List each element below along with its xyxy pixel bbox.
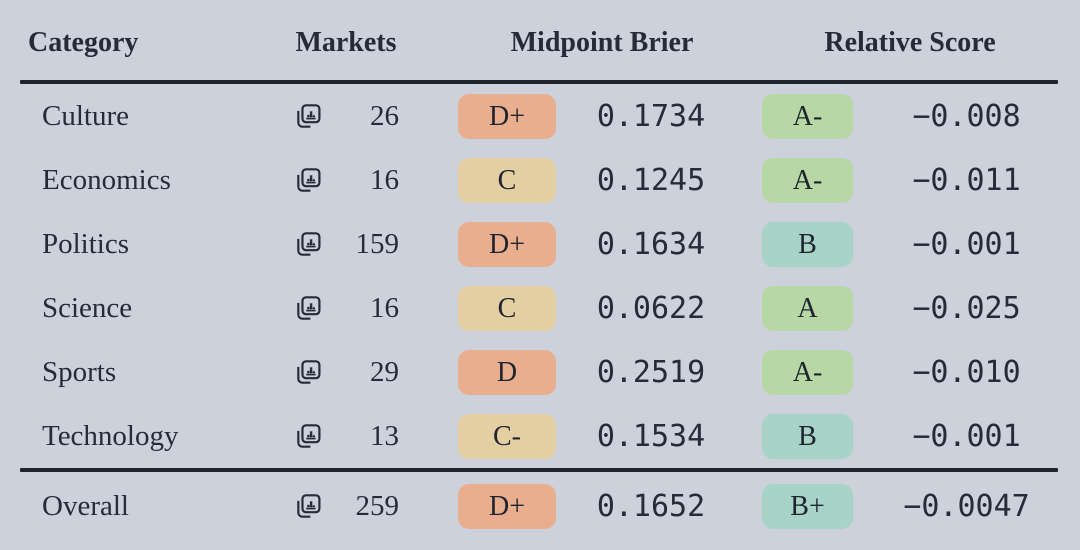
markets-cell: 29 xyxy=(290,356,402,389)
relative-grade-badge: A- xyxy=(762,349,853,395)
brier-grade-badge: C- xyxy=(458,413,556,459)
relative-grade-badge: A xyxy=(762,285,853,331)
category-label: Politics xyxy=(42,227,130,260)
brier-grade-badge: D+ xyxy=(458,483,556,529)
markets-cell: 16 xyxy=(290,164,402,197)
table-row-overall: Overall 259 D+ 0.1652 B+ −0.0047 xyxy=(20,472,1058,540)
category-label: Sports xyxy=(42,355,117,388)
table-row: Sports 29 D 0.2519 A- −0.010 xyxy=(20,340,1058,404)
markets-count: 16 xyxy=(370,163,399,196)
header-divider xyxy=(20,80,1058,84)
relative-score-value: −0.010 xyxy=(912,354,1021,390)
table-row: Culture 26 D+ 0.1734 A- −0.008 xyxy=(20,84,1058,148)
markets-cell: 259 xyxy=(290,490,402,523)
table-body: Culture 26 D+ 0.1734 A- −0.008 Economics xyxy=(20,84,1058,468)
brier-grade-badge: D+ xyxy=(458,93,556,139)
relative-grade-badge: B xyxy=(762,221,853,267)
relative-score-value: −0.008 xyxy=(912,98,1021,134)
category-label: Technology xyxy=(42,419,179,452)
category-label: Science xyxy=(42,291,133,324)
table-row: Technology 13 C- 0.1534 B −0.001 xyxy=(20,404,1058,468)
brier-grade-badge: C xyxy=(458,285,556,331)
markets-cell: 16 xyxy=(290,292,402,325)
markets-count: 29 xyxy=(370,355,399,388)
table-row: Economics 16 C 0.1245 A- −0.011 xyxy=(20,148,1058,212)
stacked-bar-chart-icon[interactable] xyxy=(295,231,322,258)
col-header-category: Category xyxy=(28,27,139,58)
brier-score-value: 0.1534 xyxy=(596,418,706,454)
brier-score-value: 0.2519 xyxy=(596,354,706,390)
stacked-bar-chart-icon[interactable] xyxy=(295,103,322,130)
col-header-relative-score: Relative Score xyxy=(824,27,996,58)
relative-grade-badge: A- xyxy=(762,93,853,139)
stacked-bar-chart-icon[interactable] xyxy=(295,423,322,450)
category-label: Economics xyxy=(42,163,171,196)
brier-grade-badge: C xyxy=(458,157,556,203)
category-label: Culture xyxy=(42,99,129,132)
markets-count: 159 xyxy=(355,227,400,260)
brier-score-value: 0.1634 xyxy=(596,226,706,262)
relative-score-value: −0.011 xyxy=(912,162,1021,198)
category-label: Overall xyxy=(42,489,129,522)
markets-count: 259 xyxy=(355,489,400,522)
overall-divider xyxy=(20,468,1058,472)
stacked-bar-chart-icon[interactable] xyxy=(295,295,322,322)
table-header-row: Category Markets Midpoint Brier Relative… xyxy=(20,6,1058,80)
col-header-markets: Markets xyxy=(295,27,397,58)
relative-grade-badge: B xyxy=(762,413,853,459)
markets-cell: 13 xyxy=(290,420,402,453)
brier-score-value: 0.1652 xyxy=(596,488,706,524)
relative-score-value: −0.001 xyxy=(912,226,1021,262)
table-row: Science 16 C 0.0622 A −0.025 xyxy=(20,276,1058,340)
relative-grade-badge: A- xyxy=(762,157,853,203)
markets-count: 16 xyxy=(370,291,399,324)
brier-score-value: 0.1245 xyxy=(596,162,706,198)
markets-count: 13 xyxy=(370,419,399,452)
stacked-bar-chart-icon[interactable] xyxy=(295,167,322,194)
brier-score-value: 0.1734 xyxy=(596,98,706,134)
brier-grade-badge: D+ xyxy=(458,221,556,267)
relative-score-value: −0.001 xyxy=(912,418,1021,454)
markets-cell: 159 xyxy=(290,228,402,261)
table-row: Politics 159 D+ 0.1634 B −0.001 xyxy=(20,212,1058,276)
brier-grade-badge: D xyxy=(458,349,556,395)
brier-score-value: 0.0622 xyxy=(596,290,706,326)
relative-grade-badge: B+ xyxy=(762,483,853,529)
relative-score-value: −0.025 xyxy=(912,290,1021,326)
stacked-bar-chart-icon[interactable] xyxy=(295,359,322,386)
markets-count: 26 xyxy=(370,99,399,132)
relative-score-value: −0.0047 xyxy=(903,488,1030,524)
markets-cell: 26 xyxy=(290,100,402,133)
stacked-bar-chart-icon[interactable] xyxy=(295,493,322,520)
col-header-midpoint-brier: Midpoint Brier xyxy=(510,27,694,58)
